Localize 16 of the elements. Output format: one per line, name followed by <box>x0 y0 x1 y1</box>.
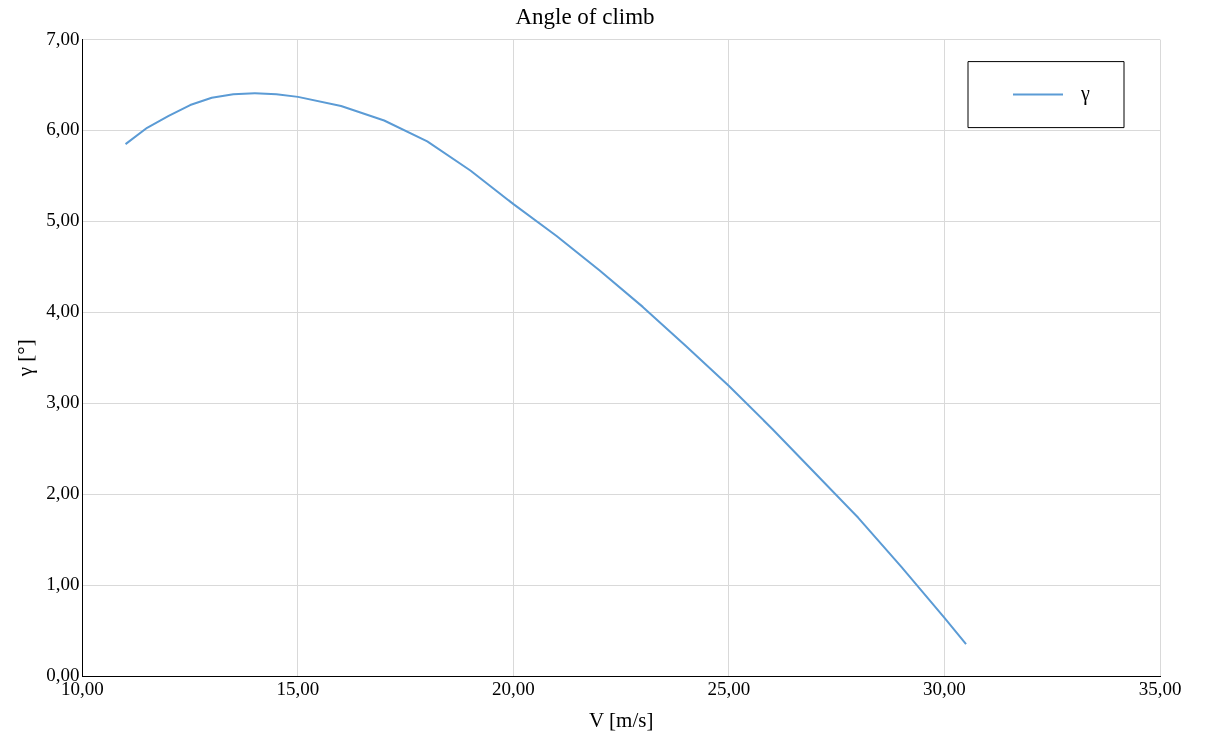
legend-label: γ <box>1080 81 1090 105</box>
y-axis-title: γ [°] <box>13 339 38 378</box>
y-tick-label: 1,00 <box>46 573 80 595</box>
y-tick-label: 4,00 <box>46 300 80 322</box>
x-tick-label: 35,00 <box>1138 678 1182 700</box>
y-tick-label: 7,00 <box>46 27 80 49</box>
y-tick-label: 5,00 <box>46 209 80 231</box>
chart-title: Angle of climb <box>515 3 655 29</box>
x-axis-title: V [m/s] <box>589 707 654 732</box>
x-tick-label: 30,00 <box>923 678 966 700</box>
x-tick-label: 15,00 <box>276 678 320 700</box>
y-tick-label: 2,00 <box>46 482 80 504</box>
x-tick-label: 25,00 <box>707 678 751 700</box>
y-tick-label: 6,00 <box>46 118 80 140</box>
y-tick-label: 3,00 <box>46 391 80 413</box>
x-tick-label: 20,00 <box>492 678 535 700</box>
